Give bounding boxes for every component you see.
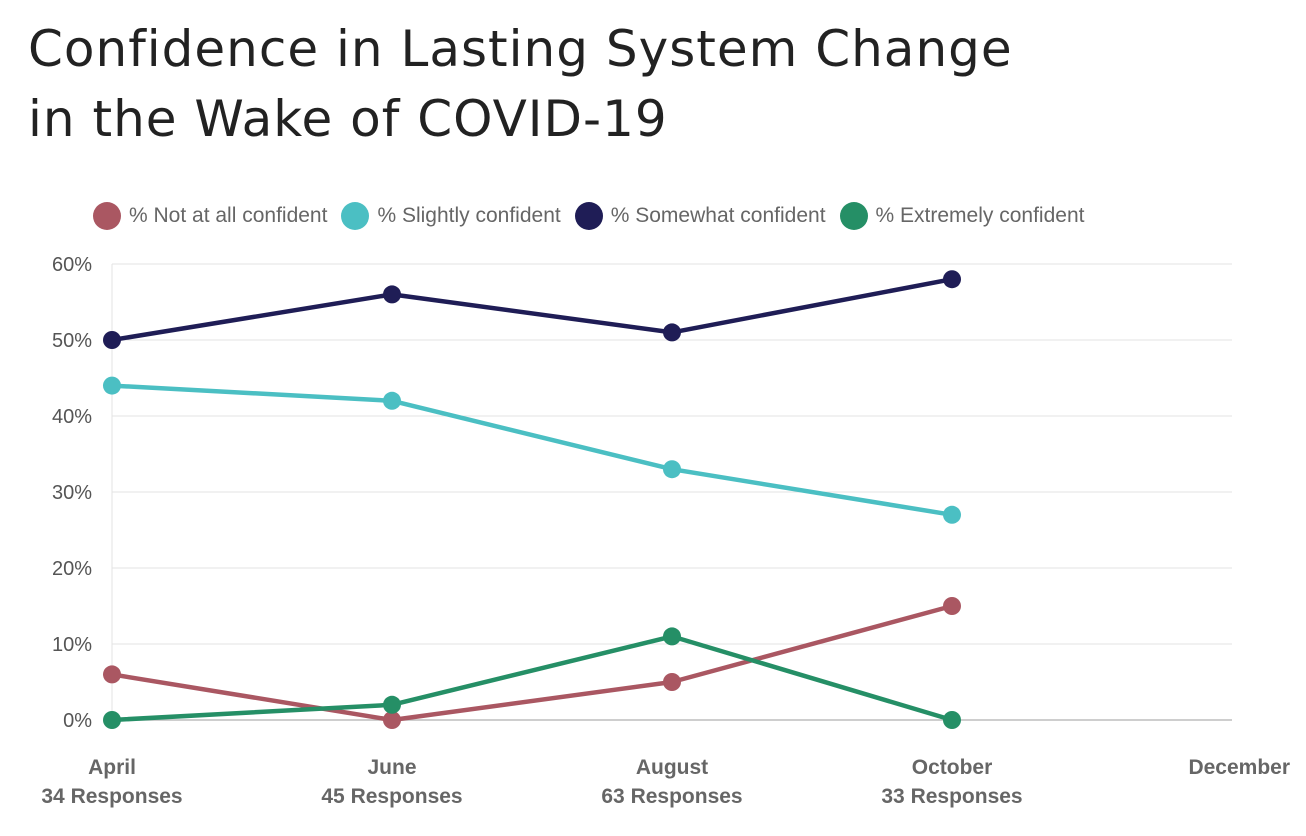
legend-label-slightly: % Slightly confident — [377, 204, 561, 227]
legend-item-somewhat-confident[interactable]: % Somewhat confident — [574, 202, 826, 230]
series-line — [109, 634, 955, 723]
data-point — [943, 711, 961, 729]
series-line — [109, 276, 955, 343]
legend-label-somewhat: % Somewhat confident — [610, 204, 826, 227]
chart-title-line-1: Confidence in Lasting System Change — [28, 20, 1013, 78]
chart-legend: % Not at all confident % Slightly confid… — [93, 199, 1084, 233]
x-tick-sublabel: 33 Responses — [881, 785, 1022, 808]
legend-item-slightly-confident[interactable]: % Slightly confident — [341, 202, 561, 230]
legend-label-not-at-all: % Not at all confident — [129, 204, 328, 227]
legend-swatch-slightly — [341, 202, 370, 230]
legend-swatch-extremely — [839, 202, 868, 230]
x-tick-sublabel: 63 Responses — [601, 785, 742, 808]
chart-title-line-2: in the Wake of COVID-19 — [28, 90, 668, 148]
data-point — [663, 627, 681, 646]
data-point — [383, 695, 401, 714]
data-point — [103, 665, 121, 684]
y-tick-label: 50% — [52, 330, 92, 352]
x-tick-sublabel: 34 Responses — [41, 785, 182, 808]
data-point — [943, 505, 961, 524]
data-point — [383, 711, 401, 729]
y-tick-label: 10% — [52, 634, 92, 656]
x-tick-label: April — [88, 756, 136, 779]
legend-item-extremely-confident[interactable]: % Extremely confident — [839, 202, 1085, 230]
legend-item-not-at-all-confident[interactable]: % Not at all confident — [93, 202, 327, 230]
y-tick-label: 20% — [52, 558, 92, 580]
x-tick-label: December — [1188, 756, 1290, 779]
chart-title: Confidence in Lasting System Change in t… — [28, 14, 1278, 154]
data-point — [663, 673, 681, 691]
x-tick-label: August — [636, 756, 708, 779]
x-tick-label: June — [367, 756, 416, 779]
x-tick-sublabel: 45 Responses — [321, 785, 462, 808]
series-line — [109, 603, 955, 723]
data-point — [103, 376, 121, 395]
data-point — [103, 331, 121, 349]
data-point — [663, 460, 681, 479]
legend-swatch-not-at-all — [93, 202, 121, 230]
series-line — [109, 383, 955, 518]
data-point — [103, 711, 121, 729]
y-tick-label: 40% — [52, 406, 92, 428]
data-point — [383, 285, 401, 304]
data-point — [383, 391, 401, 410]
y-tick-label: 60% — [52, 254, 92, 276]
y-tick-label: 0% — [63, 710, 92, 732]
legend-label-extremely: % Extremely confident — [875, 204, 1085, 227]
data-point — [943, 597, 961, 615]
y-tick-label: 30% — [52, 482, 92, 504]
data-point — [943, 270, 961, 289]
data-point — [663, 323, 681, 342]
x-tick-label: October — [912, 756, 993, 779]
legend-swatch-somewhat — [574, 202, 603, 230]
